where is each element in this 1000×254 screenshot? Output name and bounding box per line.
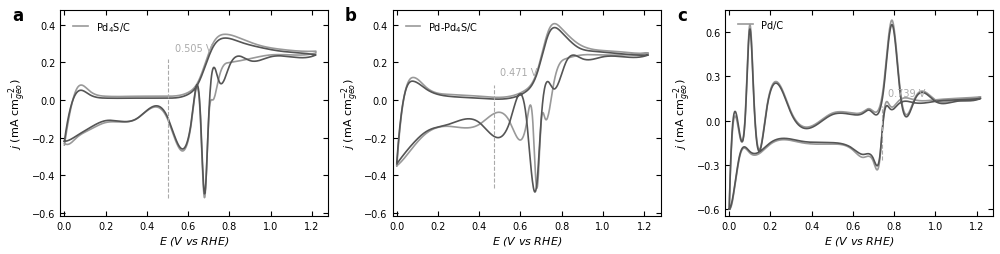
Text: 0.505 V: 0.505 V	[175, 44, 212, 54]
Text: 0.471 V: 0.471 V	[500, 68, 537, 78]
Legend: Pd$_4$S/C: Pd$_4$S/C	[71, 18, 133, 37]
Y-axis label: $j$ (mA cm$^{-2}_{geo}$): $j$ (mA cm$^{-2}_{geo}$)	[339, 78, 362, 149]
X-axis label: $E$ (V vs RHE): $E$ (V vs RHE)	[159, 234, 229, 247]
X-axis label: $E$ (V vs RHE): $E$ (V vs RHE)	[492, 234, 562, 247]
Legend: Pd/C: Pd/C	[735, 18, 786, 34]
Y-axis label: $j$ (mA cm$^{-2}_{geo}$): $j$ (mA cm$^{-2}_{geo}$)	[672, 78, 694, 149]
Text: b: b	[344, 7, 356, 25]
X-axis label: $E$ (V vs RHE): $E$ (V vs RHE)	[824, 234, 894, 247]
Text: c: c	[677, 7, 687, 25]
Y-axis label: $j$ (mA cm$^{-2}_{geo}$): $j$ (mA cm$^{-2}_{geo}$)	[7, 78, 29, 149]
Text: 0.739 V: 0.739 V	[888, 89, 925, 99]
Text: a: a	[12, 7, 23, 25]
Legend: Pd-Pd$_4$S/C: Pd-Pd$_4$S/C	[403, 18, 481, 37]
